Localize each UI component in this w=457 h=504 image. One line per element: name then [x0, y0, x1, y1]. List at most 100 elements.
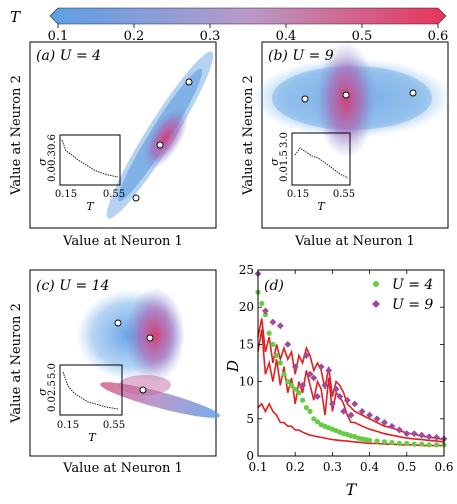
- panel-c-frame: [29, 269, 217, 457]
- panel-d-point-u4: [311, 416, 317, 422]
- panel-d-point-u4: [374, 438, 380, 444]
- panel-d-point-u4: [262, 312, 269, 318]
- panel-d-point-u4: [303, 405, 309, 411]
- panel-d-point-u9: [381, 419, 388, 426]
- colorbar: T 0.1 0.2 0.3 0.4 0.5 0.6: [10, 7, 449, 44]
- panel-d-point-u9: [314, 393, 321, 400]
- panel-d-point-u4: [389, 440, 395, 446]
- svg-text:0.0: 0.0: [47, 396, 58, 412]
- svg-text:0.55: 0.55: [103, 189, 125, 200]
- legend-marker-u4: [373, 281, 379, 287]
- svg-text:T: T: [88, 431, 97, 444]
- legend-marker-u9: [372, 300, 380, 308]
- panel-d-point-u9: [343, 396, 351, 404]
- panel-d-point-u9: [325, 367, 333, 374]
- panel-a-core: [141, 106, 189, 170]
- panel-d-point-u9: [269, 318, 277, 326]
- panel-b-label: (b) U = 9: [268, 48, 334, 64]
- colorbar-strip: [49, 7, 447, 25]
- panel-c-inset: σ 0.0 2.5 5.0 0.15 0.55 T: [36, 363, 125, 444]
- panel-c-ylabel: Value at Neuron 2: [9, 303, 24, 424]
- panel-d-line: [257, 329, 445, 443]
- panel-d-point-u9: [262, 307, 269, 315]
- panel-d-point-u9: [299, 381, 307, 389]
- panel-a-xlabel: Value at Neuron 1: [62, 234, 183, 249]
- panel-d-point-u4: [281, 371, 287, 377]
- panel-d-point-u4: [270, 341, 276, 347]
- panel-d-point-u4: [314, 419, 321, 425]
- svg-text:0.0: 0.0: [279, 166, 290, 182]
- panel-a-marker: [156, 141, 164, 149]
- panel-d-point-u9: [284, 341, 292, 348]
- colorbar-tick-label: 0.4: [276, 29, 297, 44]
- panel-b-marker: [301, 95, 309, 103]
- panel-c-label: (c) U = 14: [36, 278, 109, 294]
- panel-d-point-u4: [296, 390, 302, 396]
- panel-d-ytick-label: 5: [246, 412, 254, 426]
- panel-d-point-u9: [403, 430, 411, 438]
- legend-label: U = 9: [392, 297, 433, 313]
- panel-d-point-u4: [381, 439, 388, 445]
- svg-text:0.55: 0.55: [103, 420, 125, 431]
- panel-d-ytick-label: 20: [239, 300, 254, 314]
- svg-text:0.15: 0.15: [55, 189, 77, 200]
- panel-d-xtick-label: 0.6: [434, 460, 453, 474]
- panel-d-ytick-label: 25: [239, 263, 254, 277]
- panel-a-marker: [132, 194, 140, 202]
- svg-text:σ: σ: [36, 158, 49, 166]
- colorbar-label: T: [10, 8, 21, 26]
- panel-d-xtick-label: 0.3: [323, 460, 342, 474]
- panel-a-ylabel: Value at Neuron 2: [9, 75, 24, 196]
- panel-c-marker: [146, 334, 154, 342]
- svg-text:5.0: 5.0: [47, 363, 58, 379]
- colorbar-tick-label: 0.3: [200, 29, 221, 44]
- panel-d-point-u9: [321, 381, 329, 389]
- panel-b-marker: [342, 91, 350, 99]
- panel-d-xtick-label: 0.2: [286, 460, 305, 474]
- svg-text:T: T: [317, 200, 326, 213]
- panel-d-point-u9: [373, 415, 381, 423]
- panel-b-inset: σ 0.0 1.5 3.0 0.15 0.55 T: [268, 132, 355, 213]
- panel-d-point-u9: [302, 352, 310, 359]
- panel-d-point-u9: [347, 411, 355, 419]
- svg-text:0.15: 0.15: [57, 420, 79, 431]
- panel-d-label: (d): [264, 278, 284, 294]
- panel-b-marker: [409, 89, 417, 97]
- panel-d-point-u4: [285, 379, 291, 385]
- panel-d-point-u4: [288, 382, 295, 388]
- colorbar-tick-label: 0.1: [48, 29, 69, 44]
- panel-c-xlabel: Value at Neuron 1: [62, 461, 183, 476]
- panel-d-point-u4: [274, 352, 280, 359]
- panel-d-point-u4: [433, 442, 440, 448]
- panel-d-legend: U = 4 U = 9: [372, 277, 433, 313]
- panel-d-point-u9: [329, 400, 336, 408]
- svg-text:0.6: 0.6: [47, 134, 58, 150]
- panel-c-marker: [114, 319, 122, 327]
- svg-text:σ: σ: [268, 158, 281, 166]
- panel-d-point-u4: [404, 440, 410, 446]
- panel-d-point-u4: [307, 408, 313, 414]
- panel-a-inset: σ 0.0 0.3 0.6 0.15 0.55 T: [36, 134, 125, 213]
- panel-b-ylabel: Value at Neuron 2: [241, 75, 256, 196]
- panel-d-point-u4: [426, 442, 432, 448]
- panel-d-point-u9: [395, 426, 403, 434]
- panel-b-frame: [261, 41, 449, 229]
- colorbar-tick-label: 0.6: [428, 29, 449, 44]
- panel-d-xtick-label: 0.4: [360, 460, 379, 474]
- panel-d-point-u9: [366, 411, 373, 419]
- colorbar-tick-label: 0.5: [352, 29, 373, 44]
- svg-text:T: T: [86, 200, 95, 213]
- panel-d-xlabel: T: [346, 480, 358, 499]
- panel-c-core: [125, 287, 185, 383]
- panel-c-marker: [139, 386, 147, 394]
- panel-d-point-u9: [306, 370, 314, 378]
- svg-text:0.55: 0.55: [333, 189, 355, 200]
- panel-d-point-u4: [292, 386, 298, 392]
- panel-d: 0.1 0.2 0.3 0.4 0.5 0.6 0 5 10 15 20 25 (d) T D U =…: [224, 263, 454, 499]
- panel-d-point-u9: [351, 400, 359, 408]
- panel-d-point-u4: [396, 440, 402, 446]
- panel-d-point-u4: [411, 441, 417, 447]
- panel-d-point-u9: [332, 385, 340, 393]
- legend-label: U = 4: [392, 277, 433, 293]
- panel-d-xtick-label: 0.1: [248, 460, 267, 474]
